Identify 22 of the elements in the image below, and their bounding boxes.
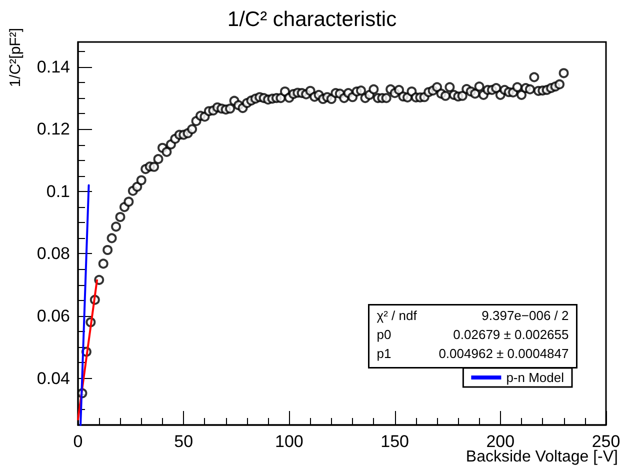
y-tick-label: 0.08 [36,244,70,264]
x-tick-label: 100 [275,432,304,451]
x-tick-label: 0 [73,432,83,451]
annotation: p1 [376,346,392,361]
x-tick-label: 50 [174,432,194,451]
annotation: 9.397e−006 / 2 [482,308,569,323]
legend-label: p-n Model [506,370,564,385]
y-tick-label: 0.12 [36,120,70,139]
chart-title: 1/C² characteristic [227,8,397,31]
x-tick-label: 200 [486,432,515,451]
y-tick-label: 0.14 [36,57,70,76]
y-tick-label: 0.1 [46,182,70,201]
y-tick-label: 0.06 [36,306,70,326]
y-tick-label: 0.04 [36,368,70,388]
annotation: 0.02679 ± 0.002655 [453,326,569,342]
x-tick-label: 250 [592,432,620,451]
x-tick-label: 150 [380,432,409,451]
x-axis-title: Backside Voltage [-V] [466,448,618,466]
y-axis-title: 1/C²[pF²] [7,28,24,88]
annotation: 0.004962 ± 0.0004847 [438,346,569,361]
annotation: p0 [376,326,392,342]
annotation: χ² / ndf [376,308,418,323]
